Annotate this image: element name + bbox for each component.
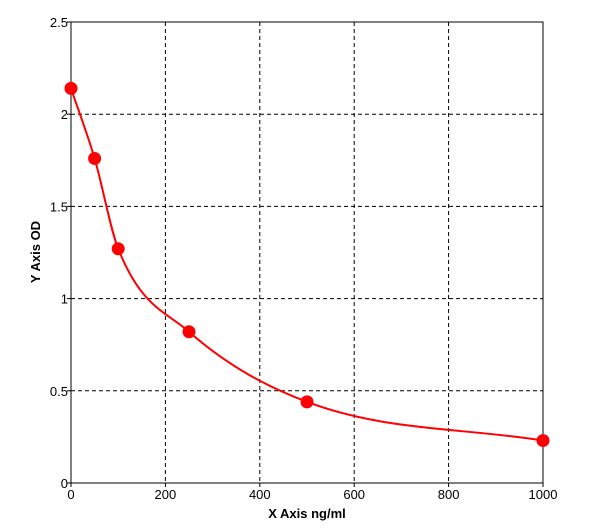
plot-frame — [70, 21, 544, 484]
x-tick-label: 400 — [249, 487, 271, 502]
x-axis-ticks: 0 200 400 600 800 1000 — [67, 483, 557, 502]
x-tick-label: 600 — [343, 487, 365, 502]
y-tick-label: 0 — [61, 476, 68, 491]
fit-curve — [70, 88, 544, 442]
x-tick-label: 200 — [155, 487, 177, 502]
data-point — [300, 395, 314, 409]
data-point — [182, 325, 196, 339]
y-axis-label: Y Axis OD — [28, 221, 43, 283]
x-tick-label: 1000 — [529, 487, 558, 502]
data-points — [64, 81, 550, 448]
y-tick-label: 2 — [61, 107, 68, 122]
y-tick-label: 1 — [61, 292, 68, 307]
y-tick-label: 2.5 — [50, 15, 68, 30]
y-tick-label: 0.5 — [50, 384, 68, 399]
grid — [71, 22, 543, 483]
x-axis-label: X Axis ng/ml — [268, 506, 346, 521]
data-point — [64, 81, 78, 95]
x-tick-label: 800 — [438, 487, 460, 502]
x-tick-label: 0 — [67, 487, 74, 502]
y-tick-label: 1.5 — [50, 199, 68, 214]
y-axis-ticks: 0 0.5 1 1.5 2 2.5 — [50, 15, 71, 491]
data-point — [88, 151, 102, 165]
data-point — [536, 434, 550, 448]
data-point — [111, 242, 125, 256]
